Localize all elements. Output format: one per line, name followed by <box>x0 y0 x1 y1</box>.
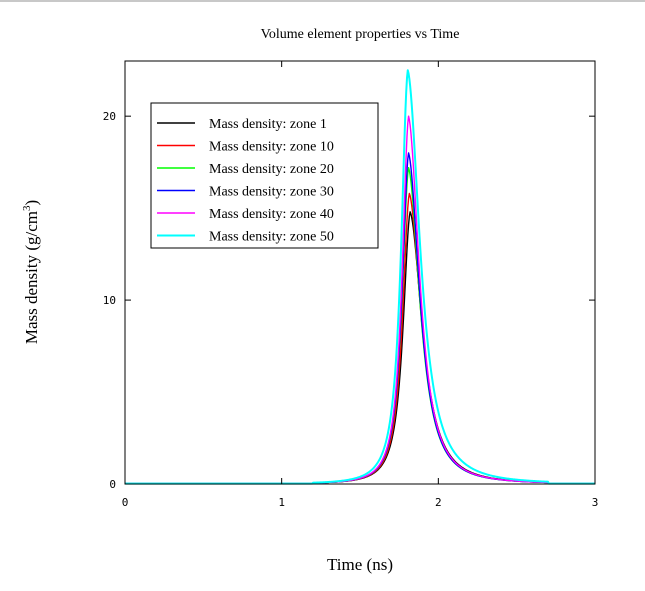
x-axis-label: Time (ns) <box>327 555 393 574</box>
x-tick-label: 1 <box>278 496 285 509</box>
series-layer <box>124 69 596 485</box>
y-axis-label-superscript: 3 <box>21 205 33 211</box>
legend-label-3: Mass density: zone 20 <box>209 162 334 177</box>
y-axis-label-suffix: ) <box>22 200 41 206</box>
x-tick-label: 0 <box>122 496 129 509</box>
y-tick-label: 20 <box>103 110 116 123</box>
x-tick-label: 3 <box>592 496 599 509</box>
y-axis-label: Mass density (g/cm3) <box>21 200 41 344</box>
y-tick-label: 10 <box>103 294 116 307</box>
chart-title: Volume element properties vs Time <box>261 27 460 42</box>
legend-label-6: Mass density: zone 50 <box>209 230 334 245</box>
y-axis-label-main: Mass density (g/cm <box>22 211 41 344</box>
legend-label-5: Mass density: zone 40 <box>209 207 334 222</box>
x-tick-label: 2 <box>435 496 442 509</box>
window-top-border <box>0 0 645 2</box>
plot-frame <box>124 60 596 485</box>
legend: Mass density: zone 1 Mass density: zone 1… <box>150 102 379 249</box>
legend-label-4: Mass density: zone 30 <box>209 185 334 200</box>
series-line-1 <box>125 211 595 485</box>
y-tick-label: 0 <box>109 478 116 491</box>
axes-layer: 0 1 2 3 0 10 20 <box>103 60 599 509</box>
legend-label-1: Mass density: zone 1 <box>209 117 327 132</box>
legend-box <box>150 102 379 249</box>
legend-label-2: Mass density: zone 10 <box>209 140 334 155</box>
y-axis-label-group: Mass density (g/cm3) <box>21 200 41 344</box>
